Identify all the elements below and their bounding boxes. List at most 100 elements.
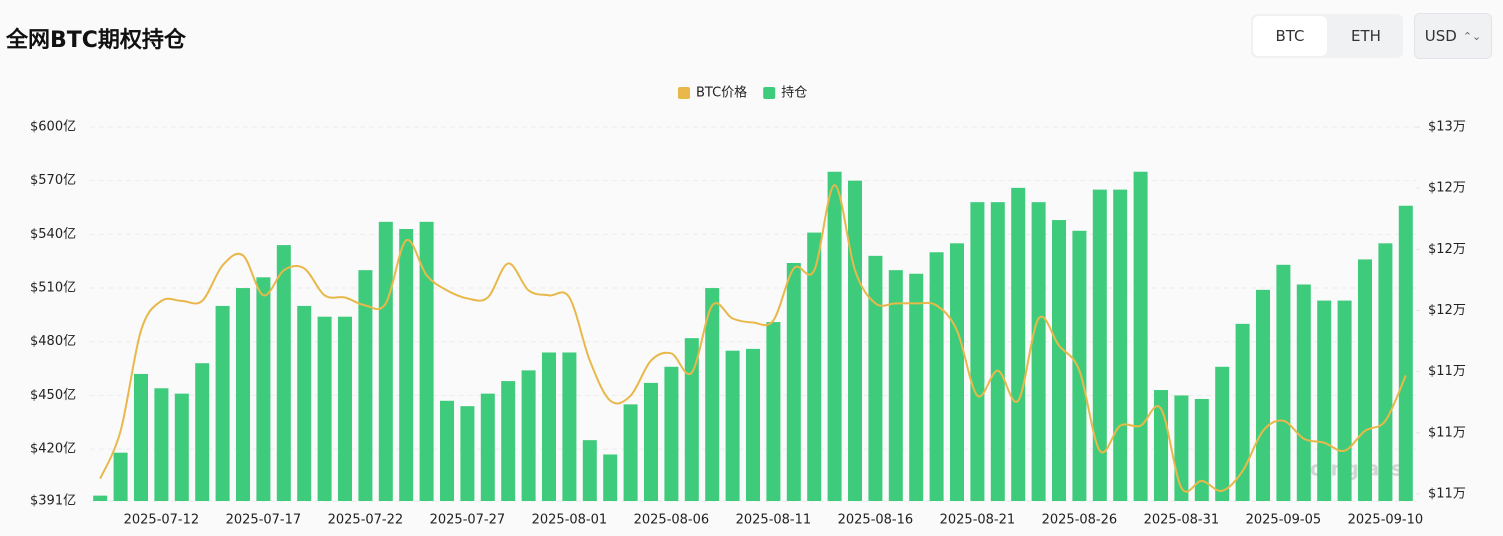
bar [1358,259,1372,501]
bar [1174,395,1189,501]
bar [562,352,577,501]
bar [419,221,434,501]
bar [1072,230,1087,501]
bar [868,255,883,501]
bar [827,171,842,501]
y-tick-label: $570亿 [30,173,76,188]
bar [1113,189,1128,501]
y2-tick-label: $12万 [1428,242,1466,257]
bar [93,495,108,501]
bar [1378,243,1393,501]
bar [929,252,944,501]
x-tick-label: 2025-08-26 [1042,513,1118,528]
x-tick-label: 2025-09-10 [1348,513,1424,528]
bar [460,406,475,501]
bar [542,352,556,501]
x-tick-label: 2025-07-17 [226,513,302,528]
bar [644,382,658,501]
bar [317,316,332,501]
y2-tick-label: $13万 [1428,120,1466,135]
currency-select[interactable]: USD ⌃⌄ [1414,13,1492,59]
bar [1052,220,1066,502]
y-tick-label: $420亿 [30,442,76,457]
y-tick-label: $540亿 [30,227,76,242]
bar [848,180,862,501]
y2-tick-label: $12万 [1428,181,1466,196]
legend-label: 持仓 [781,86,807,101]
currency-label: USD [1424,27,1457,45]
legend-label: BTC价格 [696,85,747,101]
bar [1337,300,1352,501]
bar [970,202,985,501]
bar [1296,284,1311,501]
price-line [99,184,1407,493]
select-arrow: ⌃⌄ [1462,29,1482,43]
bar [215,305,230,501]
y2-tick-label: $11万 [1428,425,1466,440]
x-tick-label: 2025-07-12 [124,513,200,528]
x-tick-label: 2025-08-01 [532,513,608,528]
bar [256,277,271,501]
x-tick-label: 2025-07-22 [328,513,404,528]
bar [195,363,210,501]
bar [338,316,352,501]
bar [480,393,495,501]
bar [623,404,638,501]
bar [358,270,373,501]
y2-tick-label: $12万 [1428,303,1466,318]
bar [174,393,189,501]
page-title: 全网BTC期权持仓 [6,28,186,53]
y-tick-label: $600亿 [30,120,76,135]
x-tick-label: 2025-08-11 [736,513,812,528]
bar [582,440,597,501]
x-tick-label: 2025-08-06 [634,513,710,528]
bar [378,221,393,501]
bar [664,366,679,501]
y-tick-label: $391亿 [30,494,76,509]
x-tick-label: 2025-07-27 [430,513,506,528]
bar [705,288,720,501]
bar [725,350,740,501]
bar [684,338,699,501]
asset-tabs: BTC ETH [1251,14,1403,58]
bar [276,245,291,501]
bar [990,202,1005,501]
bar [236,288,250,501]
bar [786,263,801,501]
bar [1011,187,1026,501]
asset-tab[interactable]: ETH [1351,27,1381,45]
asset-tab[interactable]: BTC [1253,16,1327,56]
bar [154,388,169,501]
y-tick-label: $480亿 [30,334,76,349]
bar [1092,189,1107,501]
bar [1276,264,1291,501]
bar [134,373,148,501]
bar [807,232,822,501]
bar [909,273,924,501]
x-tick-label: 2025-08-16 [838,513,914,528]
bar [766,322,781,501]
x-tick-label: 2025-09-05 [1246,513,1322,528]
bar [1256,289,1270,501]
bar [746,348,760,501]
y-tick-label: $510亿 [30,281,76,296]
bar [950,243,964,501]
x-tick-label: 2025-08-31 [1144,513,1220,528]
bar [113,452,128,501]
y2-tick-label: $11万 [1428,486,1466,501]
legend-swatch [678,87,690,99]
bar [297,305,312,501]
legend-swatch [763,87,776,99]
bar [1194,399,1209,501]
bar [1133,171,1148,501]
y2-tick-label: $11万 [1428,364,1466,379]
bar [888,270,903,501]
bar [1317,300,1332,501]
bar [440,400,454,501]
bar [1031,202,1046,501]
bar [501,381,516,501]
y-tick-label: $450亿 [30,388,76,403]
bar [521,370,536,501]
